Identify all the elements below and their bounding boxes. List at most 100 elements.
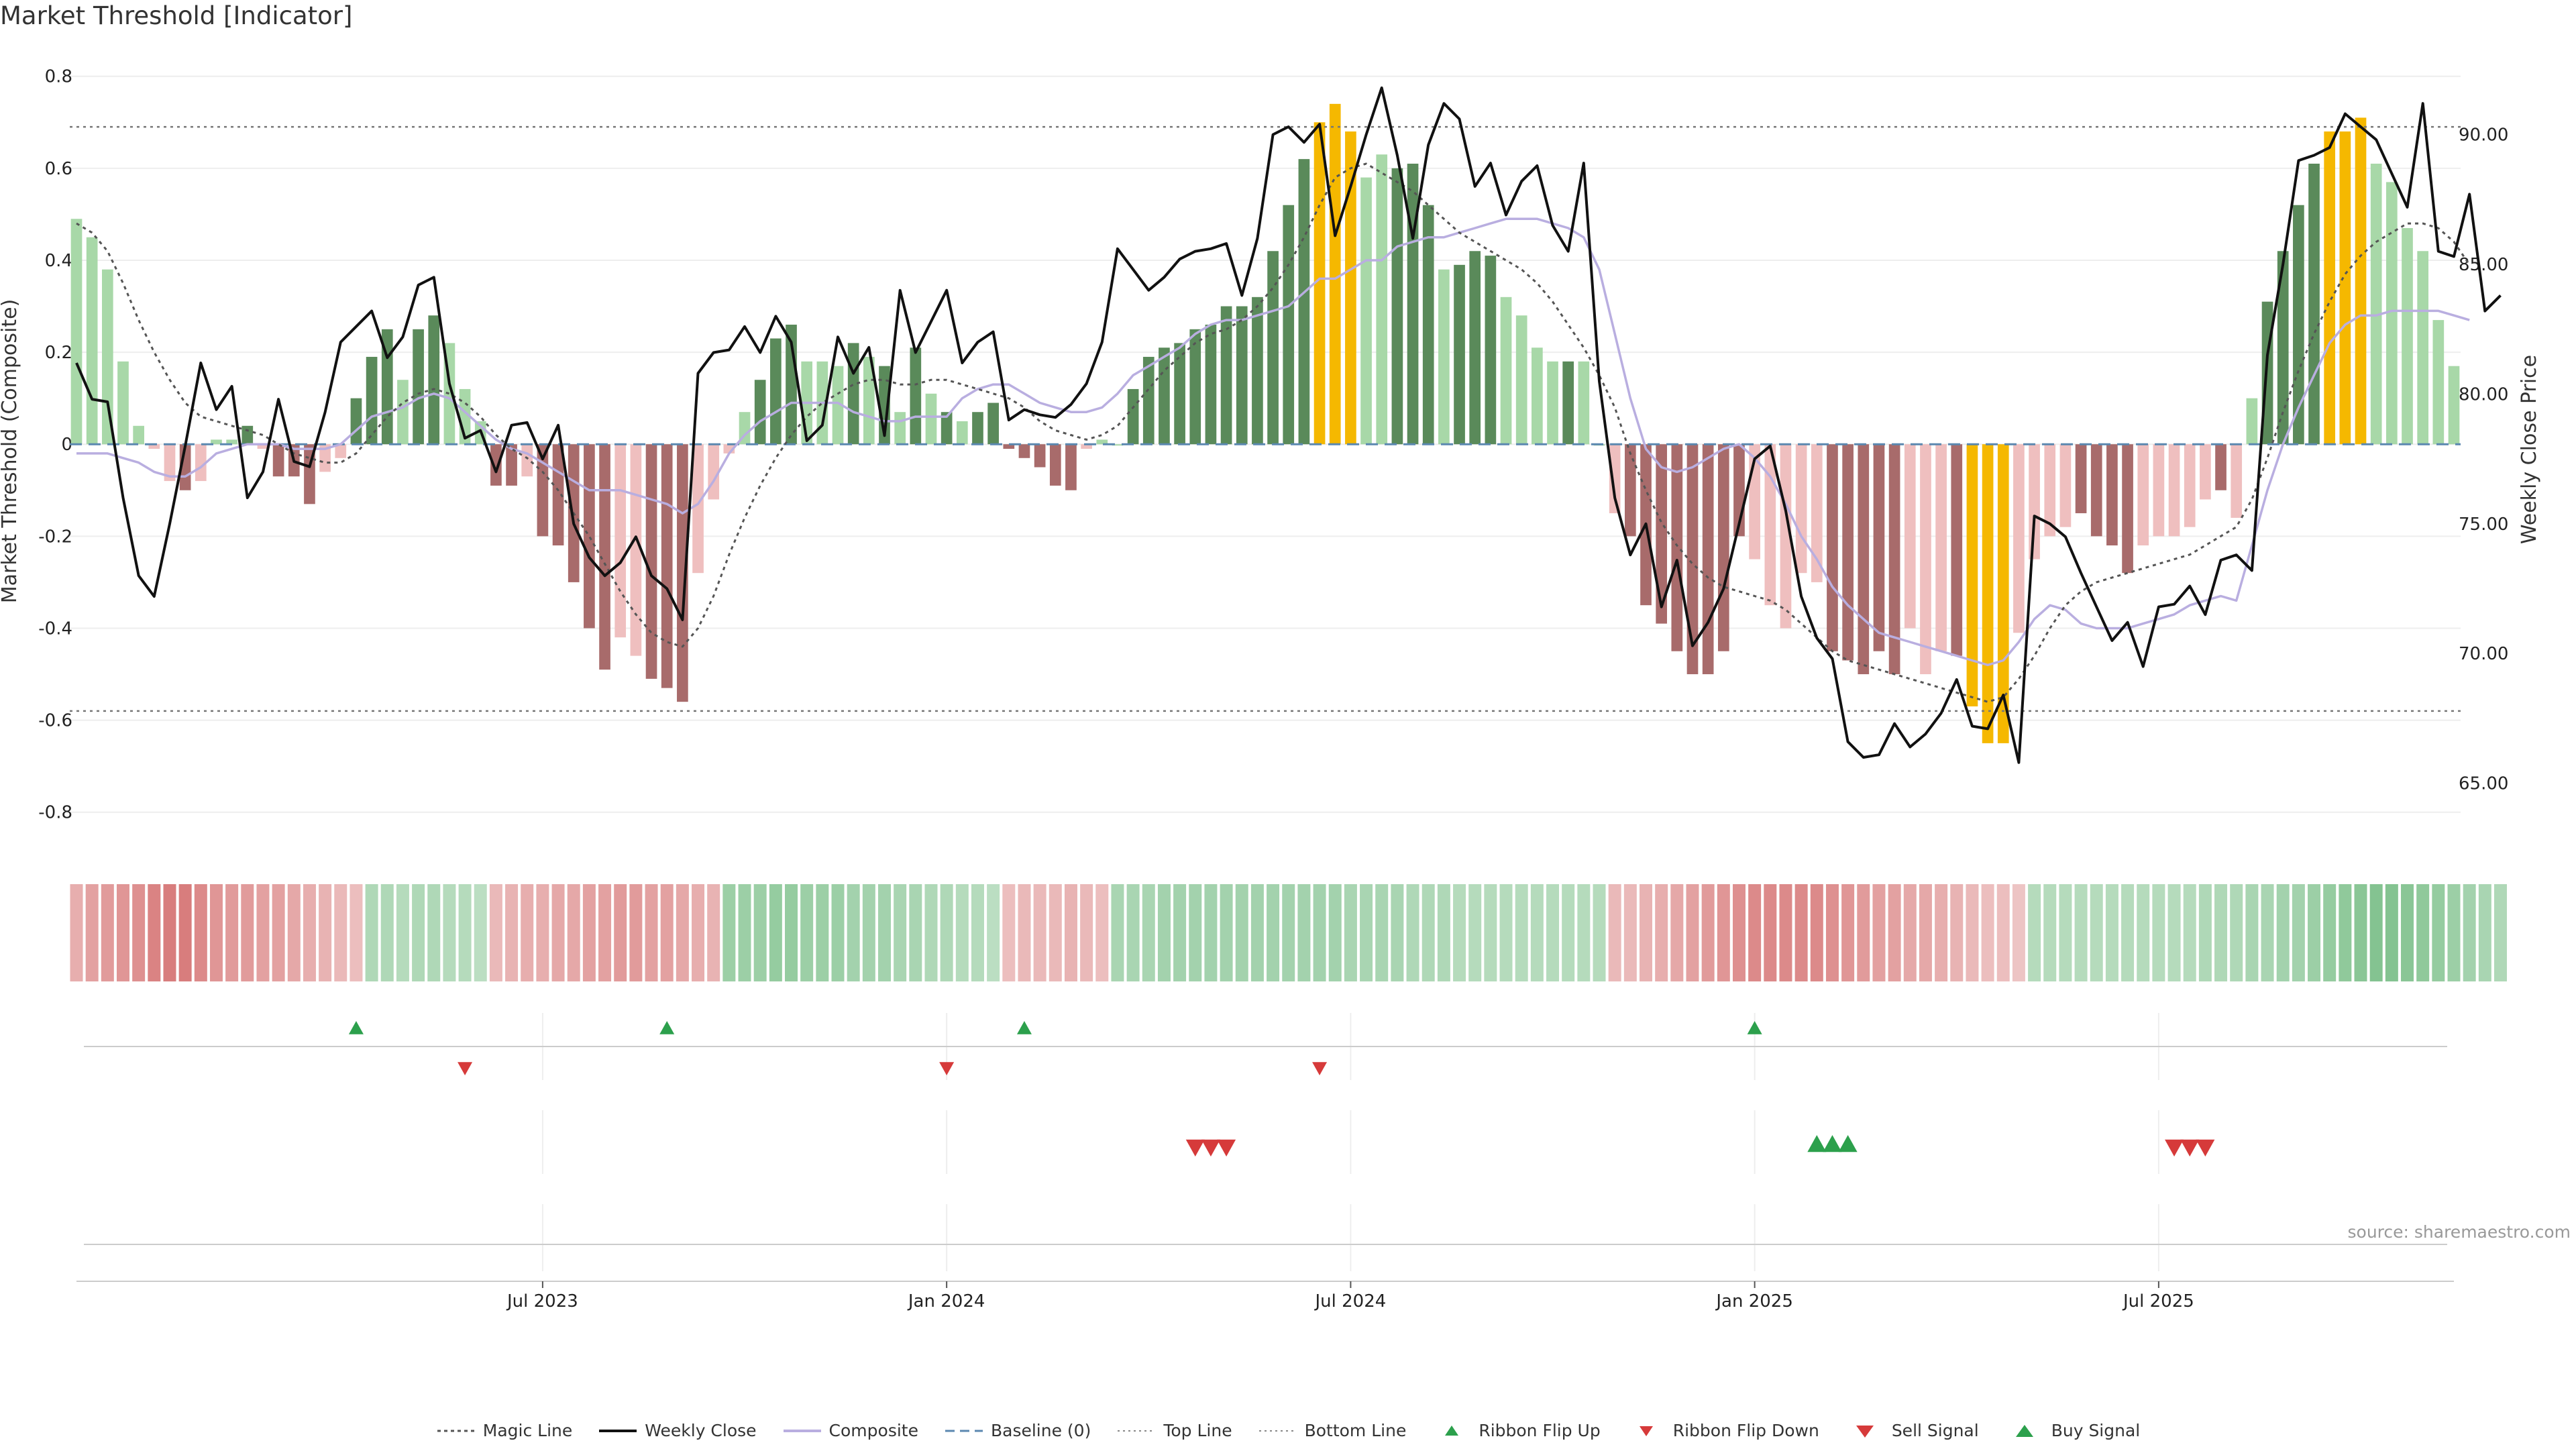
buy-signal-marker [1807,1135,1827,1152]
ribbon-cell [738,884,751,981]
ribbon-cell [2074,884,2088,981]
sell-signal-marker [1201,1139,1220,1157]
composite-bar [754,380,766,445]
ribbon-cell [303,884,316,981]
ribbon-flip-down-marker [1312,1062,1328,1075]
composite-bar [2013,444,2025,633]
ribbon-cell [1857,884,1870,981]
ribbon-cell [334,884,347,981]
ribbon-cell [1064,884,1077,981]
legend-swatch [1258,1424,1298,1438]
composite-bar [1966,444,1978,707]
legend-swatch [1432,1424,1472,1438]
composite-bar [677,444,688,702]
ribbon-cell [1282,884,1295,981]
ribbon-cell [163,884,176,981]
legend-item: Sell Signal [1845,1421,1979,1440]
ribbon-cell [2261,884,2274,981]
composite-bar [925,393,937,445]
ribbon-cell [1623,884,1637,981]
composite-bar [1827,444,1838,651]
composite-bar [1811,444,1823,582]
legend-swatch [2004,1424,2045,1438]
y-tick-label-left: -0.2 [38,527,72,547]
composite-bar [2075,444,2087,514]
sell-signal-marker [2165,1139,2184,1157]
composite-bar [1189,329,1201,445]
composite-bar [490,444,502,486]
ribbon-cell [1810,884,1823,981]
ribbon-cell [1049,884,1062,981]
composite-bar [599,444,610,670]
composite-bar [1873,444,1885,651]
ribbon-cell [1717,884,1730,981]
y-tick-label-left: 0.6 [45,159,72,179]
ribbon-cell [1267,884,1280,981]
ribbon-cell [1935,884,1948,981]
composite-bar [1842,444,1854,661]
ribbon-cell [847,884,860,981]
ribbon-flip-down-marker [939,1062,955,1075]
ribbon-cell [2105,884,2118,981]
y-axis-label-right: Weekly Close Price [2518,355,2541,544]
ribbon-cell [1888,884,1901,981]
ribbon-cell [458,884,472,981]
ribbon-cell [2292,884,2305,981]
legend-label: Ribbon Flip Down [1672,1421,1819,1440]
ribbon-cell [1794,884,1808,981]
composite-bar [366,356,378,445]
ribbon-cell [2121,884,2135,981]
x-tick-label: Jan 2025 [1715,1291,1793,1311]
ribbon-cell [148,884,161,981]
composite-bar [1298,159,1310,445]
ribbon-cell [800,884,814,981]
ribbon-cell [582,884,596,981]
ribbon-cell [1095,884,1109,981]
ribbon-cell [629,884,643,981]
composite-bar [1656,444,1668,624]
legend-swatch [1845,1424,1885,1438]
ribbon-cell [1779,884,1792,981]
composite-bar [739,412,751,445]
ribbon-cell [1825,884,1839,981]
ribbon-cell [1142,884,1155,981]
ribbon-cell [2323,884,2337,981]
composite-bar [2231,444,2243,518]
ribbon-cell [1484,884,1497,981]
composite-bar [1205,324,1217,445]
ribbon-cell [1468,884,1482,981]
composite-bar [2402,227,2413,445]
ribbon-cell [1189,884,1202,981]
composite-bar [1018,444,1030,458]
composite-bar [2106,444,2118,546]
ribbon-cell [1701,884,1715,981]
legend-item: Bottom Line [1258,1421,1406,1440]
composite-bar [614,444,627,638]
composite-bar [1127,388,1139,445]
composite-bar [1081,444,1092,449]
ribbon-cell [862,884,875,981]
legend-label: Buy Signal [2051,1421,2141,1440]
composite-bar [1236,306,1248,445]
composite-bar [1562,361,1574,445]
composite-bar [1034,444,1046,468]
composite-bar [2168,444,2180,537]
composite-bar [661,444,673,688]
ribbon-cell [1515,884,1528,981]
ribbon-cell [877,884,891,981]
y-tick-label-right: 90.00 [2459,125,2508,146]
x-tick-label: Jan 2024 [907,1291,985,1311]
ribbon-cell [1235,884,1248,981]
legend-item: Composite [782,1421,918,1440]
ribbon-cell [1562,884,1575,981]
ribbon-cell [178,884,192,981]
composite-bar [1391,168,1403,445]
composite-bar [2339,131,2351,445]
ribbon-cell [412,884,425,981]
ribbon-cell [785,884,798,981]
composite-bar [2184,444,2196,527]
ribbon-cell [1903,884,1917,981]
ribbon-cell [955,884,969,981]
legend-item: Ribbon Flip Down [1626,1421,1819,1440]
composite-bar [1904,444,1916,629]
